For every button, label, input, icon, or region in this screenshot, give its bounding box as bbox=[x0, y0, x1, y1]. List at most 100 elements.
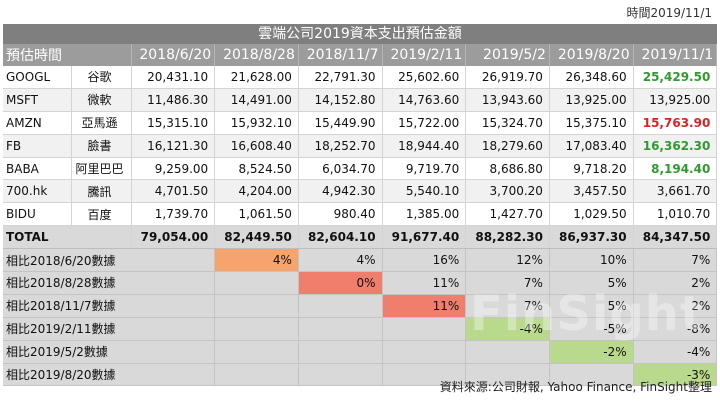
comparison-label: 相比2019/5/2數據 bbox=[3, 340, 216, 364]
value-cell: 4,701.50 bbox=[131, 179, 216, 204]
comparison-cell: 0% bbox=[298, 271, 383, 295]
value-cell: 9,259.00 bbox=[131, 157, 216, 181]
company-name-cell: 谷歌 bbox=[71, 66, 132, 89]
value-cell: 980.40 bbox=[298, 202, 383, 227]
comparison-cell bbox=[298, 340, 383, 364]
comparison-row: 相比2018/6/20數據 4% 4% 16% 12% 10% 7% bbox=[3, 248, 718, 273]
company-name-cell: 微軟 bbox=[71, 88, 132, 112]
value-cell: 25,429.50 bbox=[633, 66, 718, 89]
value-cell: 16,121.30 bbox=[131, 134, 216, 158]
source-note: 資料來源:公司財報, Yahoo Finance, FinSight整理 bbox=[439, 380, 712, 394]
value-cell: 9,718.20 bbox=[549, 157, 634, 181]
comparison-cell bbox=[298, 363, 383, 387]
comparison-cell bbox=[549, 363, 634, 387]
company-name-cell: 百度 bbox=[71, 202, 132, 227]
company-name-cell: 亞馬遜 bbox=[71, 111, 132, 135]
ticker-cell: AMZN bbox=[3, 111, 72, 135]
comparison-row: 相比2019/2/11數據 -4% -5% -8% bbox=[3, 317, 718, 341]
comparison-label: 相比2018/8/28數據 bbox=[3, 271, 216, 295]
value-cell: 16,608.40 bbox=[214, 134, 299, 158]
comparison-cell: -4% bbox=[633, 340, 718, 364]
value-cell: 15,449.90 bbox=[298, 111, 383, 135]
value-cell: 5,540.10 bbox=[382, 179, 467, 204]
comparison-label: 相比2018/6/20數據 bbox=[3, 248, 216, 273]
value-cell: 6,034.70 bbox=[298, 157, 383, 181]
stock-row: 700.hk 騰訊 4,701.50 4,204.00 4,942.30 5,540.10… bbox=[3, 179, 718, 204]
comparison-cell: -4% bbox=[465, 317, 550, 341]
comparison-cell: -3% bbox=[633, 363, 718, 387]
comparison-cell bbox=[214, 340, 299, 364]
total-value-cell: 84,347.50 bbox=[633, 225, 718, 250]
comparison-cell: 7% bbox=[465, 271, 550, 295]
comparison-cell: 11% bbox=[382, 271, 467, 295]
value-cell: 21,628.00 bbox=[214, 66, 299, 89]
header-date: 2018/6/20 bbox=[131, 44, 216, 66]
value-cell: 18,944.40 bbox=[382, 134, 467, 158]
comparison-cell: 11% bbox=[382, 294, 467, 318]
comparison-cell: 5% bbox=[549, 271, 634, 295]
comparison-cell bbox=[214, 271, 299, 295]
company-name-cell: 臉書 bbox=[71, 134, 132, 158]
total-label: TOTAL bbox=[3, 225, 132, 250]
comparison-cell: 10% bbox=[549, 248, 634, 273]
ticker-cell: BABA bbox=[3, 157, 72, 181]
header-date: 2019/5/2 bbox=[465, 44, 550, 66]
value-cell: 13,925.00 bbox=[633, 88, 718, 112]
comparison-cell bbox=[298, 317, 383, 341]
value-cell: 14,491.00 bbox=[214, 88, 299, 112]
total-value-cell: 79,054.00 bbox=[131, 225, 216, 250]
comparison-row: 相比2018/11/7數據 11% 7% 5% 2% bbox=[3, 294, 718, 318]
comparison-cell: -5% bbox=[549, 317, 634, 341]
value-cell: 8,686.80 bbox=[465, 157, 550, 181]
comparison-cell: 7% bbox=[633, 248, 718, 273]
company-name-cell: 騰訊 bbox=[71, 179, 132, 204]
value-cell: 16,362.30 bbox=[633, 134, 718, 158]
value-cell: 15,375.10 bbox=[549, 111, 634, 135]
value-cell: 15,722.00 bbox=[382, 111, 467, 135]
comparison-cell bbox=[465, 340, 550, 364]
header-row: 預估時間 2018/6/20 2018/8/28 2018/11/7 2019/… bbox=[3, 44, 718, 66]
ticker-cell: GOOGL bbox=[3, 66, 72, 89]
comparison-label: 相比2018/11/7數據 bbox=[3, 294, 216, 318]
comparison-cell bbox=[382, 340, 467, 364]
value-cell: 3,661.70 bbox=[633, 179, 718, 204]
value-cell: 11,486.30 bbox=[131, 88, 216, 112]
stock-row: BABA 阿里巴巴 9,259.00 8,524.50 6,034.70 9,719.70… bbox=[3, 157, 718, 181]
value-cell: 14,152.80 bbox=[298, 88, 383, 112]
comparison-cell: 2% bbox=[633, 294, 718, 318]
stock-row: AMZN 亞馬遜 15,315.10 15,932.10 15,449.90 15,722… bbox=[3, 111, 718, 135]
value-cell: 13,943.60 bbox=[465, 88, 550, 112]
value-cell: 3,700.20 bbox=[465, 179, 550, 204]
comparison-cell: 4% bbox=[214, 248, 299, 273]
total-row: TOTAL 79,054.00 82,449.50 82,604.10 91,677.4… bbox=[3, 225, 718, 250]
value-cell: 1,029.50 bbox=[549, 202, 634, 227]
comparison-cell: 5% bbox=[549, 294, 634, 318]
company-name-cell: 阿里巴巴 bbox=[71, 157, 132, 181]
comparison-cell bbox=[465, 363, 550, 387]
value-cell: 15,763.90 bbox=[633, 111, 718, 135]
ticker-cell: BIDU bbox=[3, 202, 72, 227]
value-cell: 13,925.00 bbox=[549, 88, 634, 112]
comparison-cell bbox=[382, 317, 467, 341]
value-cell: 15,315.10 bbox=[131, 111, 216, 135]
stock-row: BIDU 百度 1,739.70 1,061.50 980.40 1,385.00 1,42… bbox=[3, 202, 718, 227]
comparison-cell: -8% bbox=[633, 317, 718, 341]
total-value-cell: 86,937.30 bbox=[549, 225, 634, 250]
date-label: 時間2019/11/1 bbox=[626, 6, 712, 20]
value-cell: 4,942.30 bbox=[298, 179, 383, 204]
header-date: 2019/11/1 bbox=[633, 44, 718, 66]
value-cell: 18,279.60 bbox=[465, 134, 550, 158]
value-cell: 1,061.50 bbox=[214, 202, 299, 227]
stock-row: MSFT 微軟 11,486.30 14,491.00 14,152.80 14,763.… bbox=[3, 88, 718, 112]
total-value-cell: 82,449.50 bbox=[214, 225, 299, 250]
value-cell: 17,083.40 bbox=[549, 134, 634, 158]
ticker-cell: 700.hk bbox=[3, 179, 72, 204]
stock-row: GOOGL 谷歌 20,431.10 21,628.00 22,791.30 25,602… bbox=[3, 66, 718, 89]
comparison-cell: -2% bbox=[549, 340, 634, 364]
comparison-label: 相比2019/8/20數據 bbox=[3, 363, 216, 387]
stock-row: FB 臉書 16,121.30 16,608.40 18,252.70 18,944.40… bbox=[3, 134, 718, 158]
comparison-row: 相比2019/8/20數據 -3% bbox=[3, 363, 718, 387]
value-cell: 25,602.60 bbox=[382, 66, 467, 89]
comparison-row: 相比2018/8/28數據 0% 11% 7% 5% 2% bbox=[3, 271, 718, 295]
value-cell: 22,791.30 bbox=[298, 66, 383, 89]
